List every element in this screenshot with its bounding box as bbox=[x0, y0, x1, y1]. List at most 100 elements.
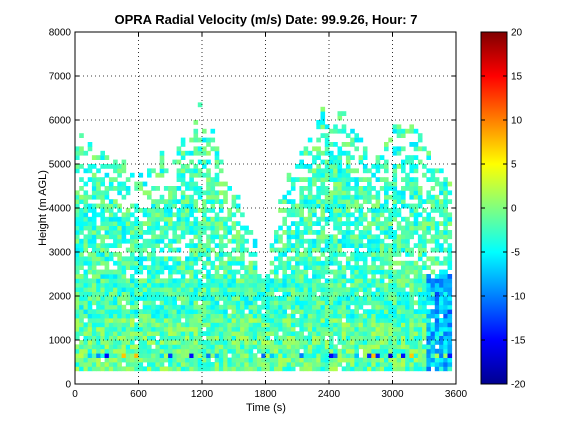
velocity-cell bbox=[384, 199, 389, 204]
velocity-cell bbox=[341, 142, 347, 147]
velocity-cell bbox=[125, 282, 131, 288]
velocity-cell bbox=[447, 274, 453, 279]
velocity-cell bbox=[176, 269, 182, 275]
velocity-cell bbox=[265, 344, 271, 350]
velocity-cell bbox=[320, 238, 326, 244]
velocity-cell bbox=[367, 357, 372, 363]
velocity-cell bbox=[113, 168, 118, 174]
velocity-cell bbox=[172, 304, 177, 310]
velocity-cell bbox=[155, 296, 160, 301]
velocity-cell bbox=[87, 340, 93, 345]
velocity-cell bbox=[430, 269, 436, 275]
velocity-cell bbox=[214, 181, 220, 187]
velocity-cell bbox=[214, 296, 220, 301]
velocity-cell bbox=[282, 362, 287, 367]
velocity-cell bbox=[417, 194, 423, 200]
velocity-cell bbox=[91, 194, 97, 200]
velocity-cell bbox=[422, 313, 427, 319]
velocity-cell bbox=[172, 234, 177, 240]
velocity-cell bbox=[79, 252, 84, 257]
velocity-cell bbox=[261, 291, 266, 297]
velocity-cell bbox=[278, 322, 283, 328]
velocity-cell bbox=[218, 234, 224, 240]
velocity-cell bbox=[286, 348, 292, 354]
velocity-cell bbox=[104, 300, 110, 306]
velocity-cell bbox=[159, 265, 165, 270]
velocity-cell bbox=[384, 208, 389, 213]
velocity-cell bbox=[117, 348, 122, 354]
velocity-cell bbox=[337, 230, 343, 235]
velocity-cell bbox=[142, 230, 148, 235]
velocity-cell bbox=[392, 344, 398, 350]
velocity-cell bbox=[329, 309, 334, 314]
velocity-cell bbox=[231, 309, 237, 314]
velocity-cell bbox=[104, 164, 110, 169]
velocity-cell bbox=[324, 238, 330, 244]
velocity-cell bbox=[100, 291, 105, 297]
velocity-cell bbox=[142, 313, 148, 319]
velocity-cell bbox=[274, 278, 279, 284]
velocity-cell bbox=[388, 256, 393, 262]
velocity-cell bbox=[295, 278, 300, 284]
velocity-cell bbox=[384, 366, 389, 372]
velocity-cell bbox=[159, 344, 165, 350]
velocity-cell bbox=[307, 243, 313, 248]
velocity-cell bbox=[75, 362, 80, 367]
velocity-cell bbox=[422, 348, 427, 354]
velocity-cell bbox=[231, 344, 237, 350]
velocity-cell bbox=[333, 353, 338, 358]
velocity-cell bbox=[257, 309, 262, 314]
velocity-cell bbox=[218, 216, 224, 222]
velocity-cell bbox=[299, 287, 304, 292]
velocity-cell bbox=[227, 238, 232, 244]
velocity-cell bbox=[189, 247, 194, 253]
velocity-cell bbox=[269, 318, 275, 323]
velocity-cell bbox=[108, 366, 114, 372]
velocity-cell bbox=[320, 344, 326, 350]
velocity-cell bbox=[396, 133, 402, 138]
velocity-cell bbox=[409, 362, 414, 367]
velocity-cell bbox=[87, 366, 93, 372]
velocity-cell bbox=[324, 291, 330, 297]
velocity-cell bbox=[100, 238, 105, 244]
velocity-cell bbox=[202, 357, 207, 363]
velocity-cell bbox=[240, 256, 245, 262]
velocity-cell bbox=[227, 322, 232, 328]
velocity-cell bbox=[163, 326, 169, 332]
velocity-cell bbox=[189, 221, 194, 226]
velocity-cell bbox=[113, 252, 118, 257]
velocity-cell bbox=[295, 309, 300, 314]
velocity-cell bbox=[379, 238, 385, 244]
velocity-cell bbox=[83, 168, 89, 174]
velocity-cell bbox=[329, 344, 334, 350]
velocity-cell bbox=[409, 265, 414, 270]
velocity-cell bbox=[371, 313, 376, 319]
velocity-cell bbox=[388, 335, 393, 341]
velocity-cell bbox=[426, 274, 431, 279]
velocity-cell bbox=[185, 331, 190, 336]
velocity-cell bbox=[413, 313, 419, 319]
velocity-cell bbox=[168, 287, 173, 292]
velocity-cell bbox=[401, 309, 406, 314]
velocity-cell bbox=[329, 291, 334, 297]
velocity-cell bbox=[282, 269, 287, 275]
velocity-cell bbox=[218, 181, 224, 187]
velocity-cell bbox=[75, 203, 80, 209]
velocity-cell bbox=[282, 199, 287, 204]
x-axis-label: Time (s) bbox=[246, 402, 286, 414]
velocity-cell bbox=[79, 164, 84, 169]
velocity-cell bbox=[218, 348, 224, 354]
velocity-cell bbox=[223, 269, 228, 275]
velocity-cell bbox=[180, 304, 186, 310]
velocity-cell bbox=[108, 313, 114, 319]
velocity-cell bbox=[134, 203, 139, 209]
velocity-cell bbox=[79, 146, 84, 152]
velocity-cell bbox=[443, 282, 448, 288]
velocity-cell bbox=[307, 357, 313, 363]
velocity-cell bbox=[96, 212, 101, 218]
velocity-cell bbox=[168, 274, 173, 279]
velocity-cell bbox=[151, 300, 156, 306]
velocity-cell bbox=[303, 335, 309, 341]
velocity-cell bbox=[193, 362, 199, 367]
velocity-cell bbox=[312, 221, 317, 226]
